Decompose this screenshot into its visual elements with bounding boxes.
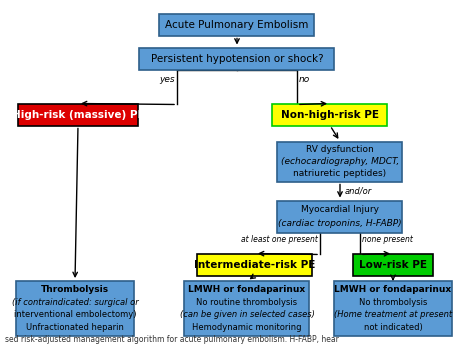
FancyBboxPatch shape bbox=[273, 103, 388, 126]
Text: not indicated): not indicated) bbox=[364, 323, 422, 332]
FancyBboxPatch shape bbox=[16, 281, 134, 336]
Text: none present: none present bbox=[362, 235, 413, 245]
FancyBboxPatch shape bbox=[277, 142, 402, 181]
Text: Acute Pulmonary Embolism: Acute Pulmonary Embolism bbox=[165, 19, 309, 30]
Text: No routine thrombolysis: No routine thrombolysis bbox=[196, 298, 298, 307]
FancyBboxPatch shape bbox=[184, 281, 310, 336]
Text: Unfractionated heparin: Unfractionated heparin bbox=[26, 323, 124, 332]
FancyBboxPatch shape bbox=[277, 201, 402, 233]
Text: yes: yes bbox=[159, 74, 175, 84]
Text: at least one present: at least one present bbox=[241, 235, 318, 245]
FancyBboxPatch shape bbox=[198, 253, 312, 275]
Text: (can be given in selected cases): (can be given in selected cases) bbox=[180, 310, 314, 319]
Text: (if contraindicated: surgical or: (if contraindicated: surgical or bbox=[12, 298, 138, 307]
Text: Persistent hypotension or shock?: Persistent hypotension or shock? bbox=[151, 54, 323, 64]
Text: Non-high-risk PE: Non-high-risk PE bbox=[281, 109, 379, 120]
Text: No thrombolysis: No thrombolysis bbox=[359, 298, 427, 307]
Text: Hemodynamic monitoring: Hemodynamic monitoring bbox=[192, 323, 302, 332]
Text: natriuretic peptides): natriuretic peptides) bbox=[293, 169, 387, 178]
Text: LMWH or fondaparinux: LMWH or fondaparinux bbox=[189, 285, 306, 294]
Text: RV dysfunction: RV dysfunction bbox=[306, 145, 374, 154]
FancyBboxPatch shape bbox=[334, 281, 452, 336]
Text: Intermediate-risk PE: Intermediate-risk PE bbox=[194, 259, 316, 269]
FancyBboxPatch shape bbox=[159, 13, 315, 36]
FancyBboxPatch shape bbox=[353, 253, 433, 275]
Text: (echocardiography, MDCT,: (echocardiography, MDCT, bbox=[281, 157, 399, 166]
Text: High-risk (massive) PE: High-risk (massive) PE bbox=[12, 109, 144, 120]
FancyBboxPatch shape bbox=[18, 103, 138, 126]
Text: Low-risk PE: Low-risk PE bbox=[359, 259, 427, 269]
Text: interventional embolectomy): interventional embolectomy) bbox=[14, 310, 136, 319]
Text: Thrombolysis: Thrombolysis bbox=[41, 285, 109, 294]
Text: LMWH or fondaparinux: LMWH or fondaparinux bbox=[335, 285, 452, 294]
Text: Myocardial Injury: Myocardial Injury bbox=[301, 205, 379, 214]
Text: no: no bbox=[299, 74, 310, 84]
Text: sed risk-adjusted management algorithm for acute pulmonary embolism. H-FABP, hea: sed risk-adjusted management algorithm f… bbox=[5, 335, 339, 345]
Text: (cardiac troponins, H-FABP): (cardiac troponins, H-FABP) bbox=[278, 219, 402, 228]
FancyBboxPatch shape bbox=[139, 48, 335, 70]
Text: (Home treatment at present: (Home treatment at present bbox=[334, 310, 452, 319]
Text: and/or: and/or bbox=[345, 186, 372, 196]
